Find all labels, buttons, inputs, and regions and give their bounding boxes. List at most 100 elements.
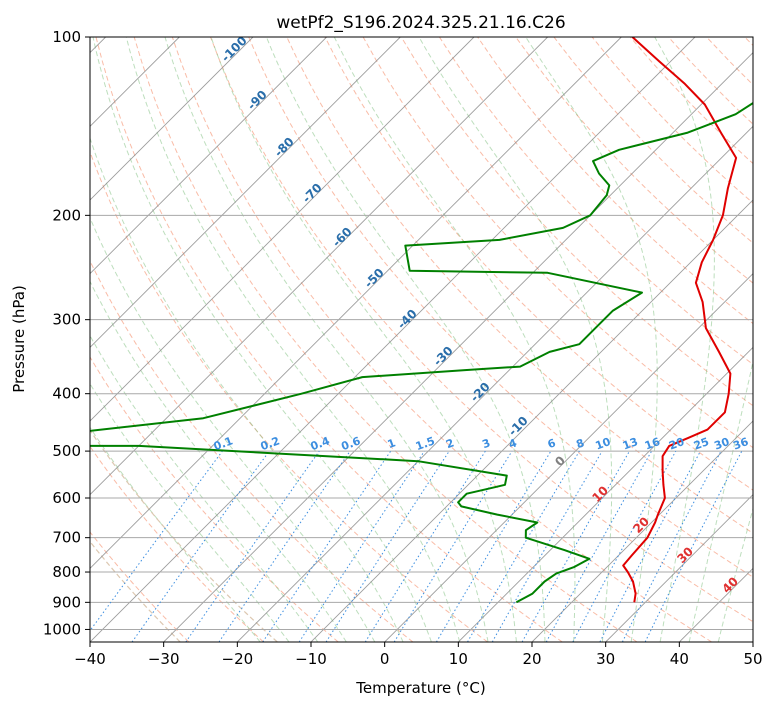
- x-tick-label: −20: [222, 650, 254, 668]
- dry-adiabat-line: [210, 37, 753, 623]
- moist-adiabat-line: [90, 216, 376, 642]
- moist-adiabat-line: [654, 37, 715, 642]
- y-tick-label: 900: [52, 593, 81, 611]
- moist-adiabat-line: [333, 37, 576, 642]
- x-tick-label: −30: [148, 650, 180, 668]
- moist-adiabat-line: [717, 507, 753, 642]
- moist-adiabat-line: [210, 37, 517, 642]
- moist-adiabat-line: [418, 37, 613, 642]
- mixing-ratio-label: 4: [507, 436, 519, 451]
- mixing-ratio-label: 3: [480, 436, 492, 451]
- mixing-ratio-label: 2: [444, 436, 456, 451]
- moist-adiabat-line: [125, 37, 461, 642]
- dry-adiabat-line: [133, 37, 638, 642]
- moist-adiabat-line: [688, 358, 753, 642]
- mixing-ratio-label: 10: [594, 435, 613, 453]
- x-tick-label: −10: [295, 650, 327, 668]
- isotherm-line: [90, 37, 475, 422]
- x-tick-label: 50: [743, 650, 762, 668]
- mixing-ratio-label: 30: [712, 435, 731, 453]
- mixing-ratio-line: [218, 450, 351, 642]
- y-tick-label: 700: [52, 529, 81, 547]
- dry-adiabat-line: [90, 356, 339, 642]
- special-adiabat-line: [90, 540, 181, 642]
- moist-adiabat-line: [525, 37, 658, 642]
- x-tick-label: −40: [74, 650, 106, 668]
- isotherm-line: [310, 199, 753, 642]
- mixing-ratio-line: [393, 450, 513, 642]
- y-tick-label: 1000: [43, 620, 81, 638]
- mixing-ratio-label: 8: [574, 436, 586, 451]
- plot-area: [90, 37, 753, 642]
- dry-adiabat-line: [90, 531, 190, 642]
- x-tick-label: 30: [596, 650, 615, 668]
- isotherm-line: [90, 37, 548, 496]
- moist-adiabat-line: [164, 37, 489, 642]
- moist-adiabat-line: [90, 426, 261, 642]
- mixing-ratio-line: [644, 450, 743, 642]
- y-tick-label: 500: [52, 442, 81, 460]
- dry-adiabat-line: [248, 37, 753, 578]
- mixing-ratio-line: [545, 450, 653, 642]
- mixing-ratio-label: 1: [386, 436, 398, 451]
- temperature-line: [622, 37, 738, 603]
- mixing-ratio-line: [262, 450, 392, 642]
- mixing-ratio-label: 0.6: [340, 434, 363, 453]
- dry-adiabat-line: [438, 37, 753, 366]
- mixing-ratio-line: [131, 450, 270, 642]
- x-tick-label: 20: [522, 650, 541, 668]
- moist-adiabat-line: [92, 37, 432, 642]
- isotherm-line: [237, 125, 753, 642]
- mixing-ratio-label: 0.4: [309, 434, 332, 453]
- mixing-ratio-label: 1.5: [414, 434, 437, 453]
- mixing-ratio-line: [298, 450, 425, 642]
- y-tick-label: 600: [52, 489, 81, 507]
- mixing-ratio-label: 36: [731, 435, 750, 453]
- mixing-ratio-line: [185, 450, 320, 642]
- mixing-ratio-line: [521, 450, 630, 642]
- moist-adiabat-line: [90, 136, 404, 642]
- dewpoint-line: [90, 101, 753, 604]
- y-axis-label: Pressure (hPa): [10, 285, 28, 393]
- x-tick-label: 0: [380, 650, 390, 668]
- mixing-ratio-label: 20: [667, 435, 686, 453]
- moist-adiabat-line: [265, 37, 546, 642]
- dry-adiabat-line: [515, 37, 753, 284]
- mixing-ratio-label: 0.1: [212, 434, 235, 453]
- dry-adiabat-line: [95, 37, 563, 642]
- mixing-ratio-label: 13: [621, 435, 640, 452]
- dry-adiabat-line: [90, 150, 488, 642]
- isotherm-line: [90, 37, 254, 201]
- isotherm-line: [384, 273, 753, 642]
- isotherm-line: [90, 37, 696, 642]
- y-axis: 100 200 300 400 500 600 700 800 900 1000: [43, 28, 90, 638]
- y-tick-label: 300: [52, 311, 81, 329]
- series-lines: [90, 37, 753, 604]
- y-tick-label: 800: [52, 563, 81, 581]
- isotherm-line: [90, 37, 622, 569]
- moist-adiabat-line: [90, 280, 347, 642]
- mixing-ratio-line: [90, 450, 223, 632]
- isotherm-line: [90, 37, 327, 275]
- y-tick-label: 100: [52, 28, 81, 46]
- moist-adiabat-line: [90, 382, 290, 642]
- y-tick-label: 200: [52, 206, 81, 224]
- mixing-ratio-line: [572, 450, 677, 642]
- isotherm-line: [458, 346, 753, 642]
- x-axis: −40 −30 −20 −10 0 10 20 30 40 50: [74, 642, 763, 668]
- dry-adiabat-line: [400, 37, 753, 407]
- x-tick-label: 10: [449, 650, 468, 668]
- isotherm-line: [90, 37, 401, 348]
- chart-title: wetPf2_S196.2024.325.21.16.C26: [276, 13, 565, 33]
- x-tick-label: 40: [670, 650, 689, 668]
- mixing-ratio-label: 25: [692, 435, 711, 452]
- mixing-ratio-line: [325, 450, 450, 642]
- mixing-ratio-label: 16: [643, 435, 662, 453]
- moist-adiabat-line: [90, 334, 319, 642]
- plot-frame: [89, 36, 754, 643]
- mixing-ratio-label: 6: [546, 436, 558, 451]
- dry-adiabat-line: [324, 37, 753, 491]
- x-axis-label: Temperature (°C): [355, 679, 485, 697]
- y-tick-label: 400: [52, 385, 81, 403]
